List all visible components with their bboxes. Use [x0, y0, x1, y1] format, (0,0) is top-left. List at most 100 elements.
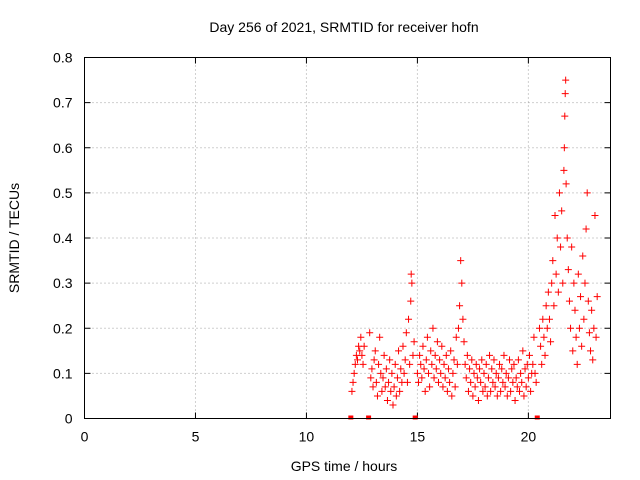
data-point — [476, 365, 484, 373]
data-point — [568, 243, 576, 251]
data-point — [565, 297, 573, 305]
y-tick-label: 0.7 — [53, 95, 73, 111]
data-point — [514, 356, 522, 364]
data-point — [377, 369, 385, 377]
data-point — [407, 297, 415, 305]
data-point — [381, 383, 389, 391]
data-point — [547, 338, 555, 346]
data-point — [513, 383, 521, 391]
data-point — [432, 365, 440, 373]
data-point — [422, 356, 430, 364]
data-point — [472, 360, 480, 368]
data-point — [429, 324, 437, 332]
y-tick-label: 0.2 — [53, 320, 73, 336]
data-point — [469, 392, 477, 400]
data-point — [366, 329, 374, 337]
data-point — [506, 356, 514, 364]
x-ticks: 0 5 10 15 20 — [81, 57, 536, 445]
gap-marker — [534, 415, 540, 420]
data-point — [537, 342, 545, 350]
gap-markers — [348, 415, 540, 420]
data-point — [529, 360, 537, 368]
data-point — [527, 387, 535, 395]
data-point — [530, 333, 538, 341]
data-point — [502, 369, 510, 377]
data-point — [592, 333, 600, 341]
data-point — [590, 324, 598, 332]
data-point — [360, 342, 368, 350]
data-point — [487, 387, 495, 395]
data-point — [491, 383, 499, 391]
data-point — [420, 365, 428, 373]
data-point — [545, 315, 553, 323]
data-point — [425, 369, 433, 377]
data-point — [350, 369, 358, 377]
data-point — [501, 383, 509, 391]
data-point — [348, 387, 356, 395]
data-point — [441, 374, 449, 382]
data-point — [477, 378, 485, 386]
data-point — [407, 270, 415, 278]
data-point — [349, 378, 357, 386]
data-point — [578, 342, 586, 350]
plot-frame — [84, 57, 611, 419]
data-point — [478, 356, 486, 364]
data-point — [524, 374, 532, 382]
data-point — [564, 266, 572, 274]
data-point — [570, 279, 578, 287]
data-point — [431, 351, 439, 359]
data-point — [382, 365, 390, 373]
data-point — [401, 356, 409, 364]
data-point — [542, 302, 550, 310]
data-point — [518, 378, 526, 386]
data-point — [548, 279, 556, 287]
data-point — [358, 351, 366, 359]
data-point — [351, 360, 359, 368]
data-point — [560, 166, 568, 174]
data-point — [471, 383, 479, 391]
gap-marker — [348, 415, 354, 420]
data-point — [507, 387, 515, 395]
data-point — [417, 360, 425, 368]
data-point — [434, 378, 442, 386]
data-points — [348, 76, 601, 409]
data-point — [544, 288, 552, 296]
data-point — [440, 360, 448, 368]
data-point — [416, 351, 424, 359]
data-point — [532, 378, 540, 386]
data-point — [470, 369, 478, 377]
data-point — [582, 225, 590, 233]
data-point — [521, 365, 529, 373]
data-point — [370, 356, 378, 364]
data-point — [509, 378, 517, 386]
data-point — [484, 374, 492, 382]
data-point — [511, 396, 519, 404]
data-point — [474, 396, 482, 404]
data-point — [408, 279, 416, 287]
gap-marker — [366, 415, 372, 420]
data-point — [571, 306, 579, 314]
data-point — [443, 387, 451, 395]
y-tick-label: 0.5 — [53, 185, 73, 201]
data-point — [380, 351, 388, 359]
y-tick-label: 0.3 — [53, 275, 73, 291]
chart-title: Day 256 of 2021, SRMTID for receiver hof… — [209, 19, 478, 35]
data-point — [512, 374, 520, 382]
data-point — [561, 90, 569, 98]
y-ticks: 0 0.1 0.2 0.3 0.4 0.5 0.6 0.7 0.8 — [53, 50, 611, 427]
data-point — [575, 324, 583, 332]
data-point — [400, 369, 408, 377]
data-point — [461, 360, 469, 368]
data-point — [562, 76, 570, 84]
data-point — [558, 207, 566, 215]
gap-marker — [412, 415, 418, 420]
data-point — [508, 365, 516, 373]
data-point — [427, 347, 435, 355]
data-point — [375, 360, 383, 368]
data-point — [517, 369, 525, 377]
data-point — [356, 347, 364, 355]
data-point — [405, 315, 413, 323]
data-point — [367, 374, 375, 382]
data-point — [496, 360, 504, 368]
data-point — [494, 374, 502, 382]
